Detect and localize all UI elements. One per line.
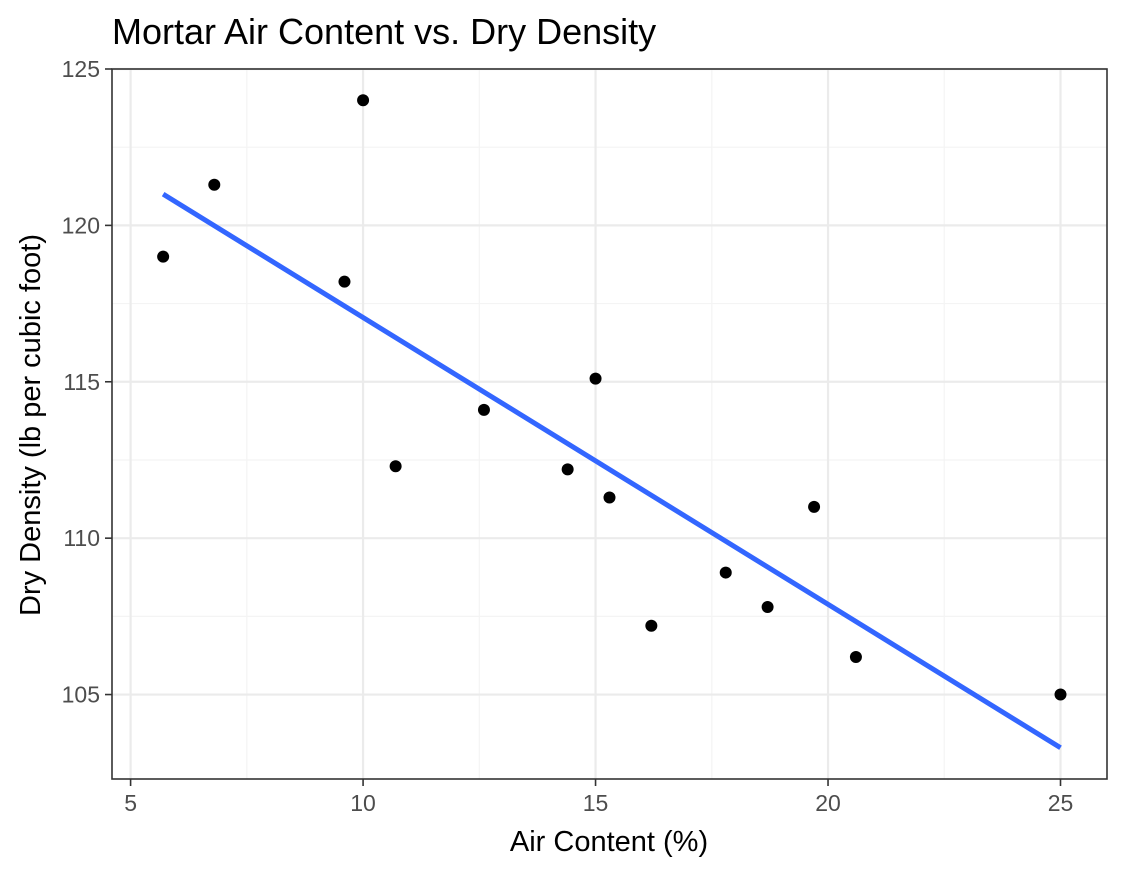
y-tick-label: 105 (62, 682, 100, 708)
data-point (645, 619, 658, 632)
data-point (477, 403, 490, 416)
data-point (157, 250, 170, 263)
y-tick-label: 115 (63, 369, 100, 395)
grid (112, 67, 1107, 779)
data-point (208, 178, 221, 191)
data-point (808, 500, 821, 513)
regression-line (161, 191, 1062, 750)
data-point (849, 651, 862, 664)
x-tick-label: 15 (583, 790, 609, 816)
chart-title: Mortar Air Content vs. Dry Density (112, 11, 656, 52)
y-axis: 105 110 115 120 125 (62, 56, 112, 708)
y-tick-label: 110 (63, 525, 100, 551)
x-axis-title: Air Content (%) (510, 826, 708, 858)
data-point (357, 94, 370, 107)
y-tick-label: 120 (62, 212, 100, 238)
data-point (338, 275, 351, 288)
panel-border (111, 68, 1108, 780)
x-axis: 5 10 15 20 25 (124, 779, 1073, 816)
x-tick-label: 25 (1048, 790, 1074, 816)
data-point (603, 491, 616, 504)
y-tick-label: 125 (62, 56, 100, 82)
x-tick-label: 5 (124, 790, 137, 816)
x-tick-label: 20 (815, 790, 841, 816)
data-point (1054, 688, 1067, 701)
data-point (589, 372, 602, 385)
data-point (389, 460, 402, 473)
data-point (761, 600, 774, 613)
fit-line-layer (161, 191, 1062, 750)
y-axis-title: Dry Density (lb per cubic foot) (15, 234, 47, 616)
data-point (719, 566, 732, 579)
points-layer (157, 94, 1067, 701)
x-tick-label: 10 (350, 790, 376, 816)
data-point (561, 463, 574, 476)
